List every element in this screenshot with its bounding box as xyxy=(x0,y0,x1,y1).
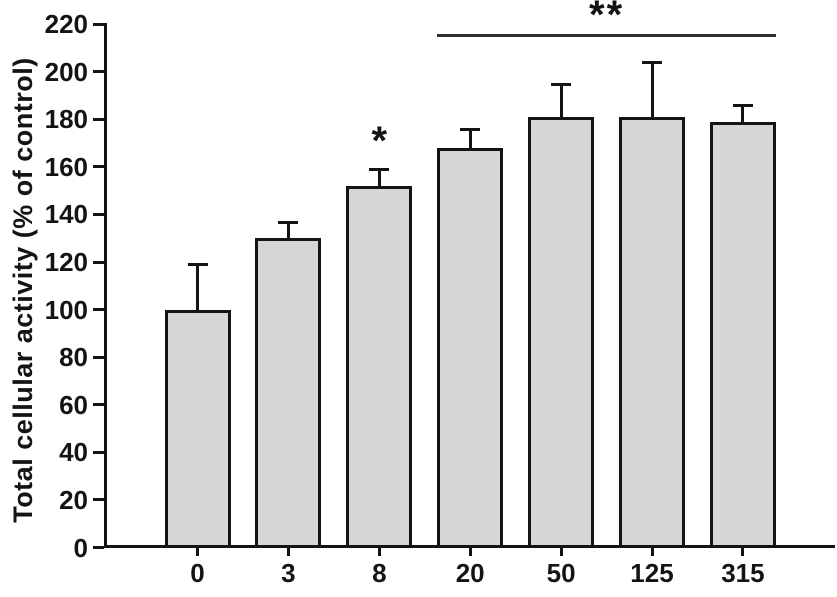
bar xyxy=(437,147,504,548)
error-bar-cap xyxy=(460,127,481,131)
x-tick-label: 8 xyxy=(372,558,387,588)
error-bar-cap xyxy=(732,103,753,107)
y-tick-mark xyxy=(93,22,104,26)
y-tick-label: 0 xyxy=(73,532,88,563)
y-tick-label: 160 xyxy=(44,151,88,182)
significance-bracket-line xyxy=(436,34,777,37)
x-tick-mark xyxy=(377,548,381,556)
y-tick-mark xyxy=(93,498,104,502)
x-tick-label: 0 xyxy=(190,558,205,588)
y-tick-mark xyxy=(93,70,104,74)
error-bar-cap xyxy=(551,82,572,86)
y-tick-label: 100 xyxy=(44,294,88,325)
y-axis-line xyxy=(104,23,107,548)
y-tick-label: 20 xyxy=(59,484,88,515)
error-bar-line xyxy=(650,62,654,119)
error-bar-line xyxy=(559,83,563,119)
error-bar-cap xyxy=(187,263,208,267)
y-tick-mark xyxy=(93,450,104,454)
bar xyxy=(709,121,776,548)
x-tick-label: 315 xyxy=(721,558,765,588)
x-tick-label: 3 xyxy=(281,558,296,588)
x-tick-label: 50 xyxy=(546,558,576,588)
significance-bracket-label: ** xyxy=(589,0,625,37)
bar xyxy=(255,238,322,548)
error-bar-line xyxy=(286,221,290,241)
x-tick-label: 20 xyxy=(455,558,485,588)
significance-star: * xyxy=(371,119,388,164)
y-tick-mark xyxy=(93,355,104,359)
y-tick-label: 80 xyxy=(59,342,88,373)
y-tick-label: 40 xyxy=(59,437,88,468)
bar xyxy=(619,116,685,548)
y-tick-mark xyxy=(93,212,104,216)
x-tick-mark xyxy=(196,548,199,556)
y-tick-mark xyxy=(93,308,104,311)
x-tick-mark xyxy=(559,548,563,556)
error-bar-line xyxy=(741,104,745,124)
y-tick-mark xyxy=(93,260,104,264)
bar xyxy=(164,309,231,548)
bar xyxy=(528,116,595,548)
x-tick-mark xyxy=(286,548,290,556)
error-bar-cap xyxy=(642,61,662,65)
error-bar-cap xyxy=(369,168,390,172)
error-bar-line xyxy=(377,169,381,188)
x-tick-mark xyxy=(468,548,472,556)
y-tick-mark xyxy=(93,117,104,121)
y-tick-label: 140 xyxy=(44,199,88,230)
x-tick-mark xyxy=(650,548,654,556)
y-tick-mark xyxy=(93,403,104,407)
y-tick-mark xyxy=(93,546,104,549)
bar xyxy=(346,185,413,548)
y-tick-label: 180 xyxy=(44,104,88,135)
error-bar-line xyxy=(468,128,472,150)
error-bar-cap xyxy=(278,220,299,224)
x-tick-mark xyxy=(741,548,745,556)
x-tick-label: 125 xyxy=(630,558,674,588)
y-tick-label: 200 xyxy=(44,56,88,87)
y-tick-label: 120 xyxy=(44,247,88,277)
y-tick-mark xyxy=(93,165,104,169)
error-bar-line xyxy=(196,264,199,312)
y-tick-label: 60 xyxy=(59,389,88,420)
y-tick-label: 220 xyxy=(44,9,88,39)
